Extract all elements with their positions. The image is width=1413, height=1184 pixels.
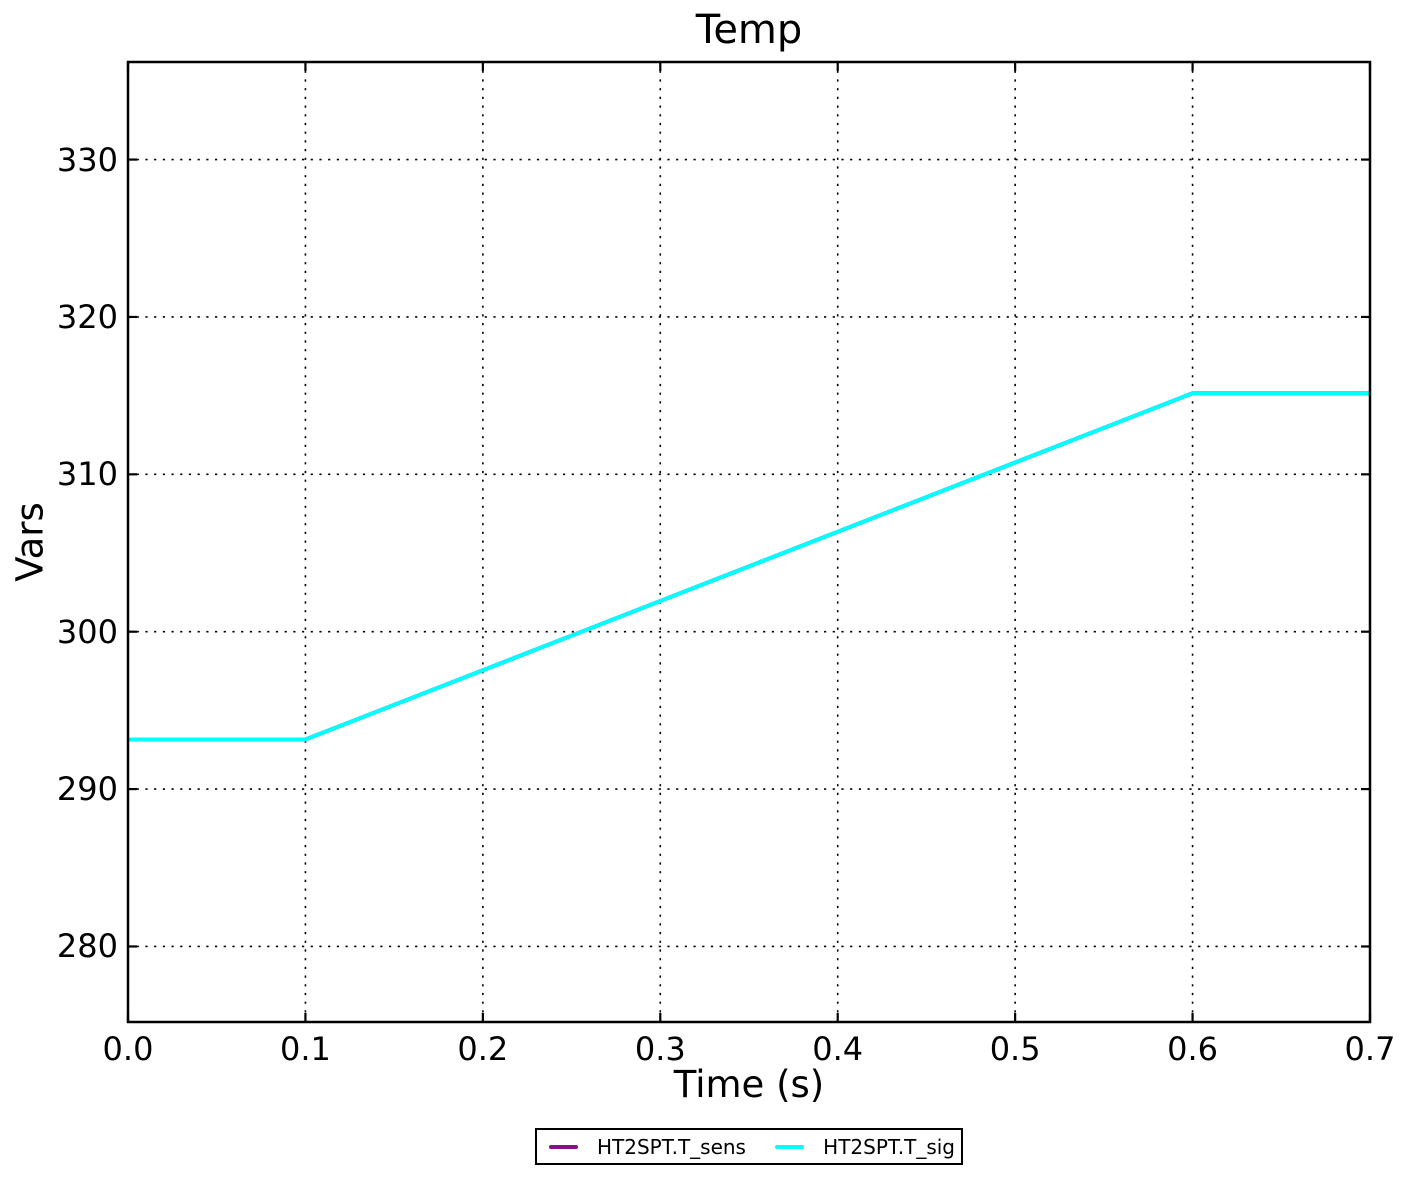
y-axis-label: Vars <box>8 502 52 582</box>
legend: HT2SPT.T_sens HT2SPT.T_sig <box>535 1128 963 1165</box>
y-tick-label: 330 <box>56 140 118 179</box>
legend-label: HT2SPT.T_sens <box>597 1134 746 1159</box>
legend-line-swatch <box>775 1144 805 1149</box>
x-tick-label: 0.2 <box>457 1030 509 1068</box>
x-tick-label: 0.3 <box>634 1030 686 1068</box>
legend-line-swatch <box>549 1144 578 1149</box>
x-tick-label: 0.1 <box>279 1030 331 1068</box>
y-tick-label: 310 <box>56 455 118 494</box>
chart-title: Temp <box>695 7 803 53</box>
x-tick-label: 0.4 <box>812 1030 864 1068</box>
y-tick-label: 290 <box>56 770 118 809</box>
legend-entry: HT2SPT.T_sig <box>775 1135 955 1159</box>
legend-label: HT2SPT.T_sig <box>823 1134 955 1159</box>
x-tick-label: 0.5 <box>989 1030 1041 1068</box>
x-axis-label: Time (s) <box>673 1063 825 1106</box>
x-tick-label: 0.0 <box>102 1030 154 1068</box>
series-line-HT2SPT.T_sig <box>128 391 1370 742</box>
y-tick-label: 280 <box>56 927 118 966</box>
x-tick-label: 0.6 <box>1167 1030 1219 1068</box>
x-tick-label: 0.7 <box>1344 1030 1396 1068</box>
axes-frame <box>126 60 1372 1024</box>
legend-entry: HT2SPT.T_sens <box>549 1135 746 1159</box>
y-tick-label: 320 <box>56 297 118 336</box>
y-tick-label: 300 <box>56 612 118 651</box>
